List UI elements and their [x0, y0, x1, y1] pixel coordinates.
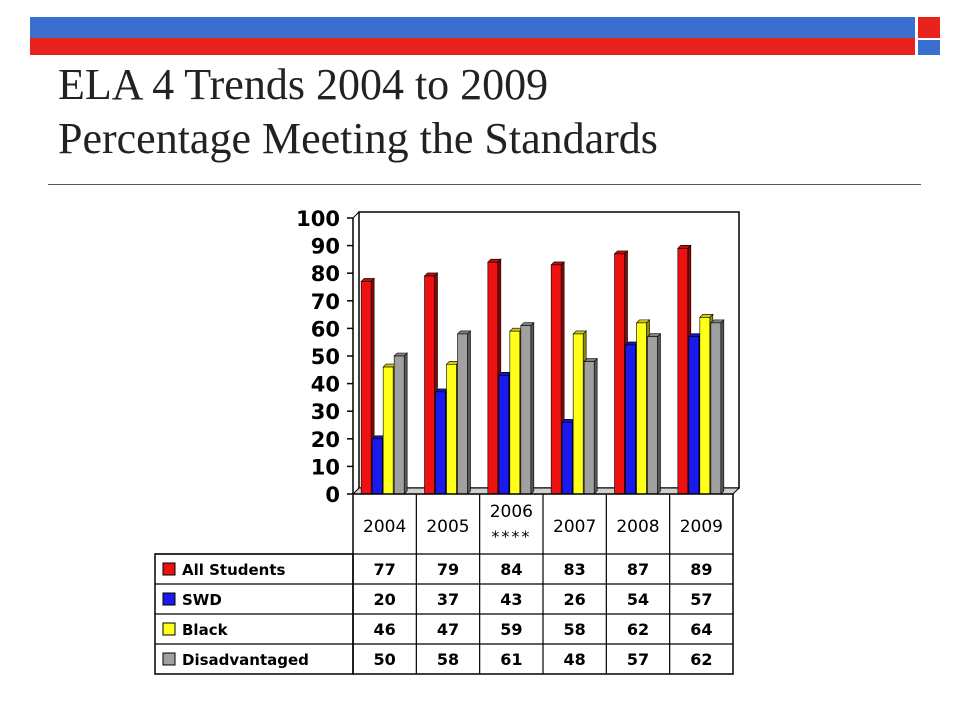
- bar-side: [657, 332, 661, 495]
- legend-label: All Students: [182, 561, 286, 579]
- table-value: 61: [500, 650, 522, 669]
- table-value: 62: [690, 650, 712, 669]
- slide-title-line2: Percentage Meeting the Standards: [58, 114, 658, 163]
- category-label: 2004: [363, 517, 406, 537]
- legend-label: Disadvantaged: [182, 651, 309, 669]
- bar-all-students-2004: [360, 281, 372, 495]
- bar-disadvantaged-2004: [393, 355, 405, 495]
- bar-side: [467, 330, 471, 495]
- header-blue-square: [918, 40, 940, 55]
- slide-title-line1: ELA 4 Trends 2004 to 2009: [58, 60, 549, 109]
- legend-swatch-disadvantaged: [162, 652, 176, 666]
- legend-swatch-black: [162, 622, 176, 636]
- table-value: 59: [500, 620, 522, 639]
- y-tick-label: 100: [296, 207, 340, 231]
- bar-swd-2006: [498, 375, 510, 495]
- table-value: 58: [564, 620, 586, 639]
- table-value: 37: [437, 590, 459, 609]
- bar-black-2008: [636, 322, 647, 495]
- category-label: 2007: [553, 517, 596, 537]
- bar-black-2006: [509, 330, 521, 495]
- table-value: 62: [627, 620, 649, 639]
- bar-side: [530, 321, 535, 495]
- y-tick-label: 80: [311, 262, 340, 286]
- table-value: 79: [437, 560, 459, 579]
- header-red-square: [918, 17, 940, 38]
- y-axis-depth-line: [352, 211, 360, 219]
- bar-swd-2004: [371, 438, 383, 495]
- table-value: 48: [564, 650, 586, 669]
- legend-label: Black: [182, 621, 229, 639]
- bar-all-students-2009: [677, 248, 689, 495]
- header-red-bar: [30, 38, 915, 55]
- table-value: 64: [690, 620, 712, 639]
- bar-side: [720, 319, 725, 495]
- bar-swd-2008: [625, 344, 636, 495]
- category-label: 2009: [680, 517, 723, 537]
- header-blue-bar: [30, 17, 915, 38]
- bar-disadvantaged-2008: [647, 336, 658, 495]
- bar-disadvantaged-2007: [583, 361, 595, 495]
- legend-label: SWD: [182, 591, 222, 609]
- y-tick-label: 40: [311, 373, 340, 397]
- bar-black-2004: [382, 366, 394, 495]
- table-value: 57: [627, 650, 649, 669]
- table-value: 47: [437, 620, 459, 639]
- category-label: 2005: [426, 517, 469, 537]
- table-value: 83: [564, 560, 586, 579]
- table-value: 46: [374, 620, 396, 639]
- bar-all-students-2005: [424, 275, 435, 495]
- bar-disadvantaged-2009: [710, 322, 722, 495]
- plot-back-wall: [358, 211, 740, 489]
- y-tick-label: 60: [311, 317, 340, 341]
- y-tick-label: 10: [311, 455, 340, 479]
- table-value: 26: [564, 590, 586, 609]
- bar-swd-2005: [435, 391, 446, 495]
- slide-title: ELA 4 Trends 2004 to 2009 Percentage Mee…: [58, 58, 658, 166]
- bar-swd-2007: [561, 421, 573, 495]
- bar-all-students-2007: [550, 264, 562, 495]
- bar-disadvantaged-2006: [520, 325, 532, 495]
- bar-black-2007: [572, 333, 584, 495]
- y-tick-label: 0: [325, 483, 340, 507]
- table-value: 89: [690, 560, 712, 579]
- y-tick-label: 30: [311, 400, 340, 424]
- table-value: 54: [627, 590, 649, 609]
- legend-swatch-all-students: [162, 562, 176, 576]
- table-value: 77: [374, 560, 396, 579]
- y-tick-label: 50: [311, 345, 340, 369]
- bar-swd-2009: [688, 336, 700, 495]
- table-value: 50: [374, 650, 396, 669]
- y-tick-label: 20: [311, 428, 340, 452]
- y-tick-label: 90: [311, 235, 340, 259]
- title-divider: [48, 184, 921, 185]
- y-tick-label: 70: [311, 290, 340, 314]
- table-value: 20: [374, 590, 396, 609]
- table-value: 87: [627, 560, 649, 579]
- table-value: 84: [500, 560, 522, 579]
- bar-all-students-2006: [487, 261, 499, 495]
- bar-all-students-2008: [614, 253, 625, 495]
- category-label: 2006: [490, 502, 533, 522]
- table-value: 43: [500, 590, 522, 609]
- table-value: 57: [690, 590, 712, 609]
- bar-side: [403, 352, 408, 495]
- category-label: 2008: [616, 517, 659, 537]
- bar-black-2009: [699, 317, 711, 495]
- bar-side: [593, 357, 598, 495]
- legend-swatch-swd: [162, 592, 176, 606]
- category-note: ****: [491, 527, 531, 546]
- bar-disadvantaged-2005: [457, 333, 468, 495]
- table-value: 58: [437, 650, 459, 669]
- bar-black-2005: [446, 363, 457, 495]
